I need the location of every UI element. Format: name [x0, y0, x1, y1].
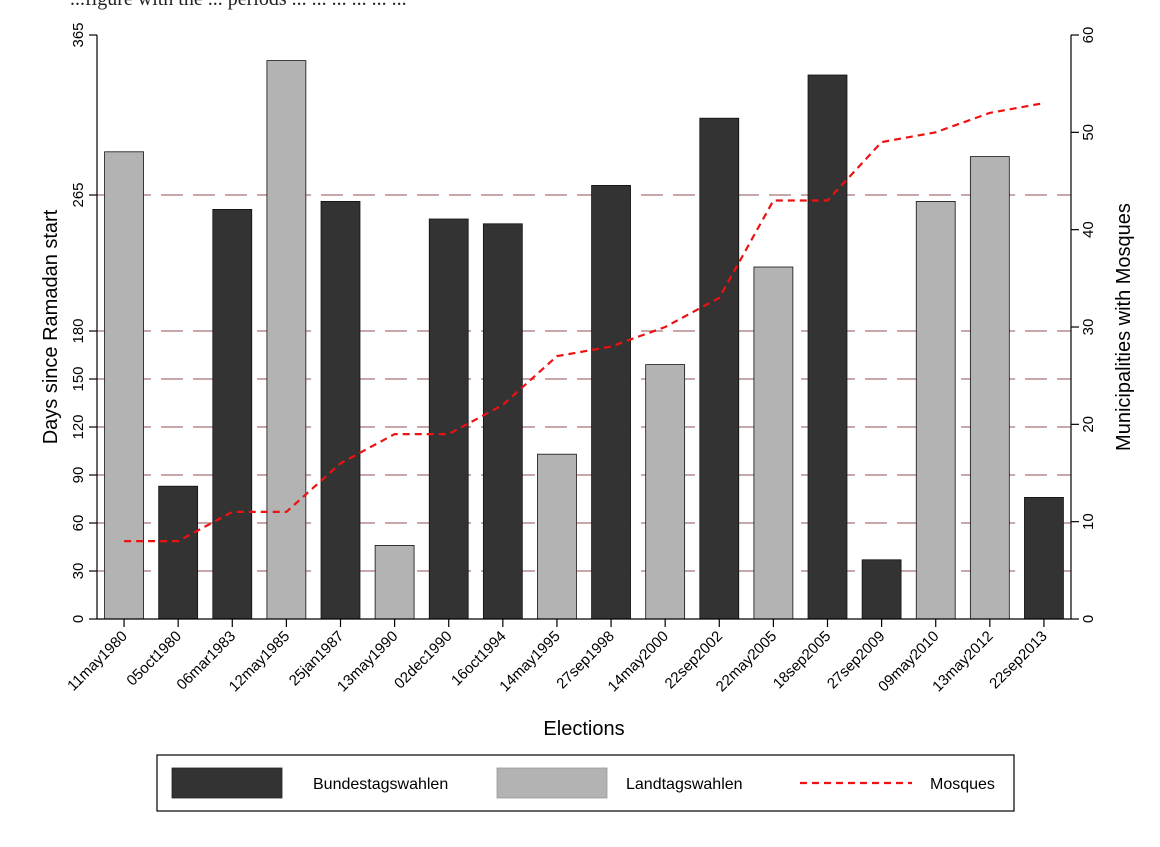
legend-label-landtagswahlen: Landtagswahlen: [626, 776, 743, 793]
y2-tick-label-60: 60: [1080, 27, 1097, 44]
legend-swatch-bundestagswahlen: [171, 767, 283, 799]
y2-tick-label-50: 50: [1080, 124, 1097, 141]
bar-13may2012: [969, 156, 1010, 620]
y-tick-label-365: 365: [70, 22, 87, 47]
bar-11may1980: [104, 151, 144, 620]
legend: Bundestagswahlen Landtagswahlen Mosques: [156, 754, 1015, 812]
bar-02dec1990: [428, 218, 469, 620]
x-tick-label-11may1980: 11may1980: [64, 628, 131, 695]
y2-tick-label-10: 10: [1080, 513, 1097, 530]
bar-14may2000: [645, 364, 686, 620]
y-axis-title-right: Municipalities with Mosques: [1113, 203, 1135, 451]
cropped-caption-text: ...figure with the ... periods ... ... .…: [70, 0, 407, 11]
y2-tick-label-20: 20: [1080, 416, 1097, 433]
x-ticks: 11may198005oct198006mar198312may198525ja…: [64, 619, 1051, 695]
mosques-line-group: [123, 102, 1045, 543]
y-tick-label-180: 180: [70, 318, 87, 343]
bar-06mar1983: [212, 208, 253, 620]
y2-tick-label-0: 0: [1080, 615, 1097, 623]
bar-27sep1998: [591, 184, 631, 620]
y2-tick-label-40: 40: [1080, 221, 1097, 238]
reference-lines: [97, 194, 1071, 572]
y-tick-label-30: 30: [70, 563, 87, 580]
bar-13may1990: [374, 545, 415, 620]
bar-09may2010: [915, 200, 956, 620]
bar-12may1985: [266, 60, 307, 620]
y-tick-label-60: 60: [70, 515, 87, 532]
y-tick-label-150: 150: [70, 366, 87, 391]
x-tick-label-02dec1990: 02dec1990: [391, 628, 456, 693]
bar-16oct1994: [482, 223, 523, 620]
bar-22sep2013: [1024, 496, 1064, 620]
cropped-caption-strip: ...figure with the ... periods ... ... .…: [0, 0, 1160, 18]
y-tick-label-120: 120: [70, 414, 87, 439]
bar-25jan1987: [320, 200, 361, 620]
y-tick-label-265: 265: [70, 182, 87, 207]
x-axis-title: Elections: [543, 718, 624, 740]
mosques-line: [124, 102, 1045, 543]
bar-27sep2009: [861, 559, 902, 620]
y-tick-label-0: 0: [70, 615, 87, 623]
y-ticks-left: 0 30 60 90 120 150 180 265 365: [70, 22, 97, 623]
bar-05oct1980: [158, 485, 199, 620]
y-axis-title-left: Days since Ramadan start: [40, 209, 62, 444]
y-tick-label-90: 90: [70, 467, 87, 484]
bar-22sep2002: [699, 117, 740, 620]
y-ticks-right: 0 10 20 30 40 50 60: [1071, 27, 1097, 623]
bars: [104, 60, 1064, 620]
x-tick-label-22sep2013: 22sep2013: [986, 628, 1051, 693]
legend-label-mosques: Mosques: [930, 776, 995, 793]
legend-label-bundestagswahlen: Bundestagswahlen: [313, 776, 448, 793]
bar-22may2005: [753, 266, 794, 620]
y2-tick-label-30: 30: [1080, 319, 1097, 336]
bar-14may1995: [537, 453, 577, 620]
x-tick-label-18sep2005: 18sep2005: [770, 628, 835, 693]
bar-18sep2005: [807, 74, 848, 620]
legend-swatch-landtagswahlen: [496, 767, 608, 799]
